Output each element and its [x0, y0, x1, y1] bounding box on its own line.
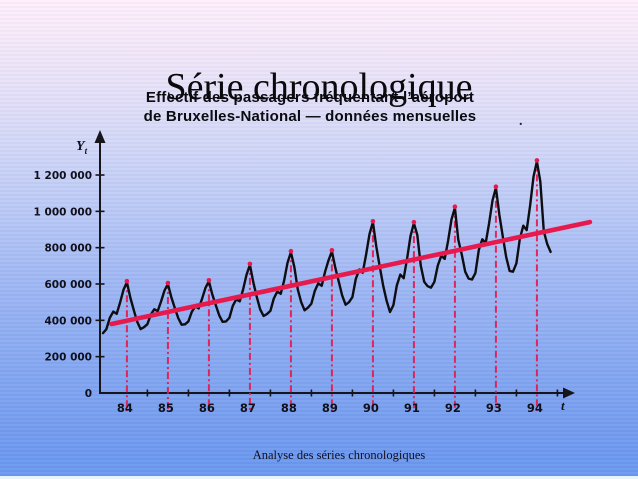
- y-tick-label: 400 000: [45, 315, 93, 327]
- x-tick-label: 92: [445, 401, 461, 415]
- x-tick-label: 88: [281, 401, 297, 415]
- peak-dot: [329, 248, 335, 253]
- x-axis-symbol-label: t: [561, 398, 565, 413]
- x-tick-label: 86: [199, 401, 215, 415]
- y-tick-label: 1 000 000: [34, 206, 92, 218]
- x-tick-label: 85: [158, 401, 174, 415]
- x-tick-label: 84: [117, 401, 133, 415]
- x-tick-label: 94: [527, 401, 543, 415]
- bottom-edge-strip: [0, 476, 638, 479]
- x-tick-label: 93: [486, 401, 502, 415]
- peak-dot: [124, 278, 130, 284]
- y-tick-label: 0: [85, 388, 92, 400]
- peak-dot: [534, 158, 540, 163]
- y-tick-label: 800 000: [45, 243, 93, 255]
- y-axis-symbol-label: Yt: [76, 139, 88, 156]
- peak-dot: [247, 261, 253, 267]
- x-tick-label: 87: [240, 401, 256, 415]
- chart-subtitle: Effectif des passagers fréquentant l’aér…: [0, 88, 620, 126]
- y-axis-arrow-icon: [94, 130, 106, 143]
- stray-period-mark: .: [519, 114, 523, 129]
- x-axis-arrow-icon: [563, 387, 575, 399]
- y-tick-label: 200 000: [45, 352, 93, 364]
- peak-dot: [206, 277, 212, 283]
- y-tick-label: 1 200 000: [34, 170, 92, 182]
- subtitle-line-2: de Bruxelles-National — données mensuell…: [143, 108, 477, 125]
- footer-text: Analyse des séries chronologiques: [252, 448, 426, 462]
- x-tick-label: 91: [404, 401, 420, 415]
- peak-dot: [493, 184, 499, 190]
- subtitle-line-1: Effectif des passagers fréquentant l’aér…: [145, 89, 475, 106]
- y-tick-label: 600 000: [45, 279, 93, 291]
- peak-dot: [165, 280, 171, 286]
- peak-dot: [452, 204, 458, 210]
- peak-dot: [370, 218, 376, 224]
- peak-dot: [288, 248, 294, 254]
- trend-line: [109, 219, 593, 327]
- peak-dot: [411, 219, 417, 225]
- page-title: Série chronologique: [165, 66, 473, 109]
- data-curve: [101, 160, 552, 335]
- x-tick-label: 90: [363, 401, 379, 415]
- x-tick-label: 89: [322, 401, 338, 415]
- chart-plot-area: 0 200 000 400 000 600 000 800 000 1 000 000 1 …: [34, 139, 593, 415]
